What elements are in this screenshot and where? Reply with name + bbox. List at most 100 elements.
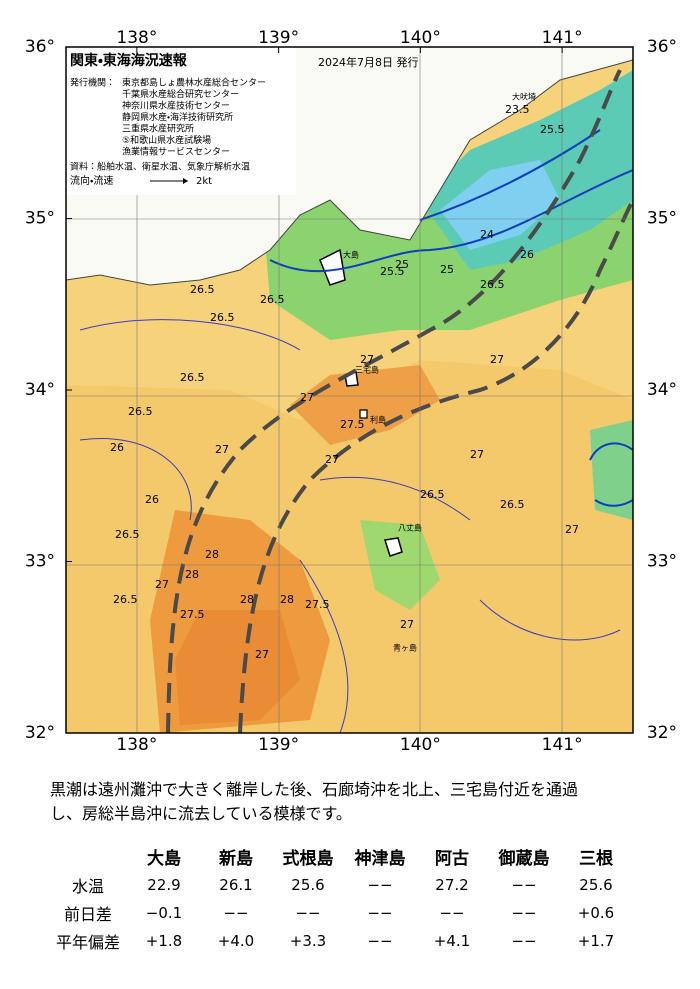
lat-label: 33°	[25, 552, 55, 572]
header-row: 大島 新島 式根島 神津島 阿古 御蔵島 三根	[48, 842, 632, 871]
table-row: 水温 22.9 26.1 25.6 −− 27.2 −− 25.6	[48, 871, 632, 899]
issuer: 三重県水産研究所	[122, 123, 194, 135]
lon-label: 140°	[400, 735, 441, 755]
issue-date: 2024年7月8日 発行	[318, 55, 419, 69]
contour-label: 27	[155, 578, 169, 591]
table-cell: +3.3	[289, 932, 327, 950]
lon-label: 139°	[258, 28, 299, 48]
column-header: 神津島	[354, 849, 406, 869]
isotherm	[419, 129, 601, 221]
contour-label: 28	[205, 548, 219, 561]
lon-label: 141°	[542, 28, 583, 48]
column-header: 新島	[219, 849, 253, 869]
place-name: 三宅島	[355, 365, 379, 375]
contour-label: 26.5	[420, 488, 445, 501]
legend-box	[66, 47, 296, 195]
column-header: 式根島	[282, 849, 334, 869]
table-cell: −−	[511, 932, 537, 950]
contour-label: 27	[565, 523, 579, 536]
place-name: 大吠埼	[512, 92, 536, 102]
row-header: 平年偏差	[55, 933, 120, 952]
table-cell: −−	[511, 876, 537, 894]
place-name: 大島	[343, 250, 359, 260]
contour-label: 26.5	[480, 278, 505, 291]
contour-label: 25.5	[380, 265, 405, 278]
table-cell: −−	[439, 904, 465, 922]
contour-label: 26.5	[500, 498, 525, 511]
table-cell: +1.8	[145, 932, 183, 950]
contour-label: 27.5	[305, 598, 330, 611]
table-cell: +4.1	[433, 932, 471, 950]
contour-label: 26.5	[113, 593, 138, 606]
lat-label: 36°	[647, 37, 677, 57]
isotherm	[269, 169, 633, 273]
contour-label: 27	[470, 448, 484, 461]
issuer-list: 東京都島しょ農林水産総合センター千葉県水産総合研究センター神奈川県水産技術センタ…	[122, 77, 266, 158]
axis-labels: 138° 138° 139° 139° 140° 140° 141° 141° 36° 36° 35…	[25, 28, 677, 755]
table-cell: −−	[295, 904, 321, 922]
table-cell: 27.2	[435, 876, 469, 894]
sources: 資料：船舶水温、衛星水温、気象庁解析水温	[70, 161, 250, 173]
issuer: 神奈川県水産技術センター	[122, 100, 230, 112]
contour-label: 27.5	[340, 418, 365, 431]
contour-label: 25.5	[540, 123, 565, 136]
contour-label: 28	[240, 593, 254, 606]
map-title: 関東・東海海況速報	[70, 52, 188, 69]
contour-label: 27	[215, 443, 229, 456]
place-name: 八丈島	[398, 523, 422, 533]
table-cell: 22.9	[147, 876, 181, 894]
contour-label: 26.5	[260, 293, 285, 306]
issuer-label: 発行機関：	[70, 77, 115, 89]
contour-label: 28	[185, 568, 199, 581]
table-cell: 25.6	[579, 876, 613, 894]
table-cell: −−	[223, 904, 249, 922]
kuroshio-axis	[166, 69, 622, 733]
table-cell: 26.1	[219, 876, 253, 894]
lat-label: 36°	[25, 37, 55, 57]
contour-label: 26	[520, 248, 534, 261]
issuer: 漁業情報サービスセンター	[122, 146, 230, 158]
place-name: 青ヶ島	[393, 643, 417, 653]
contour-label: 26.5	[128, 405, 153, 418]
contour-label: 27	[360, 353, 374, 366]
flow-arrowhead	[183, 178, 188, 184]
isotherm	[589, 442, 633, 507]
description-line: し、房総半島沖に流去している模様です。	[50, 804, 352, 823]
flow-scale: 2kt	[196, 176, 212, 187]
table-head: 大島 新島 式根島 神津島 阿古 御蔵島 三根	[48, 842, 632, 871]
contour-label: 28	[280, 593, 294, 606]
table-cell: 25.6	[291, 876, 325, 894]
lat-label: 33°	[647, 552, 677, 572]
issuer: 静岡県水産・海洋技術研究所	[122, 111, 233, 123]
flow-label: 流向・流速	[70, 174, 113, 187]
lat-label: 35°	[25, 209, 55, 229]
island	[319, 248, 346, 286]
table-row: 前日差 −0.1 −− −− −− −− −− +0.6	[48, 899, 632, 927]
contour-label: 24	[480, 228, 494, 241]
contour-label: 26.5	[190, 283, 215, 296]
contour-label: 27.5	[180, 608, 205, 621]
issuer: 千葉県水産総合研究センター	[122, 88, 239, 100]
table-cell: +0.6	[577, 904, 615, 922]
table-cell: −−	[511, 904, 537, 922]
column-header: 大島	[147, 849, 181, 869]
lat-label: 32°	[647, 723, 677, 743]
issuer: 東京都島しょ農林水産総合センター	[122, 77, 266, 89]
table-cell: −−	[367, 904, 393, 922]
graticule	[66, 47, 633, 733]
contour-label: 26.5	[180, 371, 205, 384]
lon-label: 138°	[116, 735, 157, 755]
contour-label: 26	[110, 441, 124, 454]
lat-label: 34°	[25, 380, 55, 400]
cold-water	[440, 160, 560, 250]
column-header: 阿古	[435, 849, 469, 869]
lat-label: 34°	[647, 380, 677, 400]
lat-label: 32°	[25, 723, 55, 743]
lon-label: 138°	[116, 28, 157, 48]
contour-label: 23.5	[505, 103, 530, 116]
table-cell: −−	[367, 932, 393, 950]
sea-surface	[66, 47, 633, 733]
table-body: 水温 22.9 26.1 25.6 −− 27.2 −− 25.6 前日差 −0.1 −− −− −− −…	[48, 871, 632, 955]
